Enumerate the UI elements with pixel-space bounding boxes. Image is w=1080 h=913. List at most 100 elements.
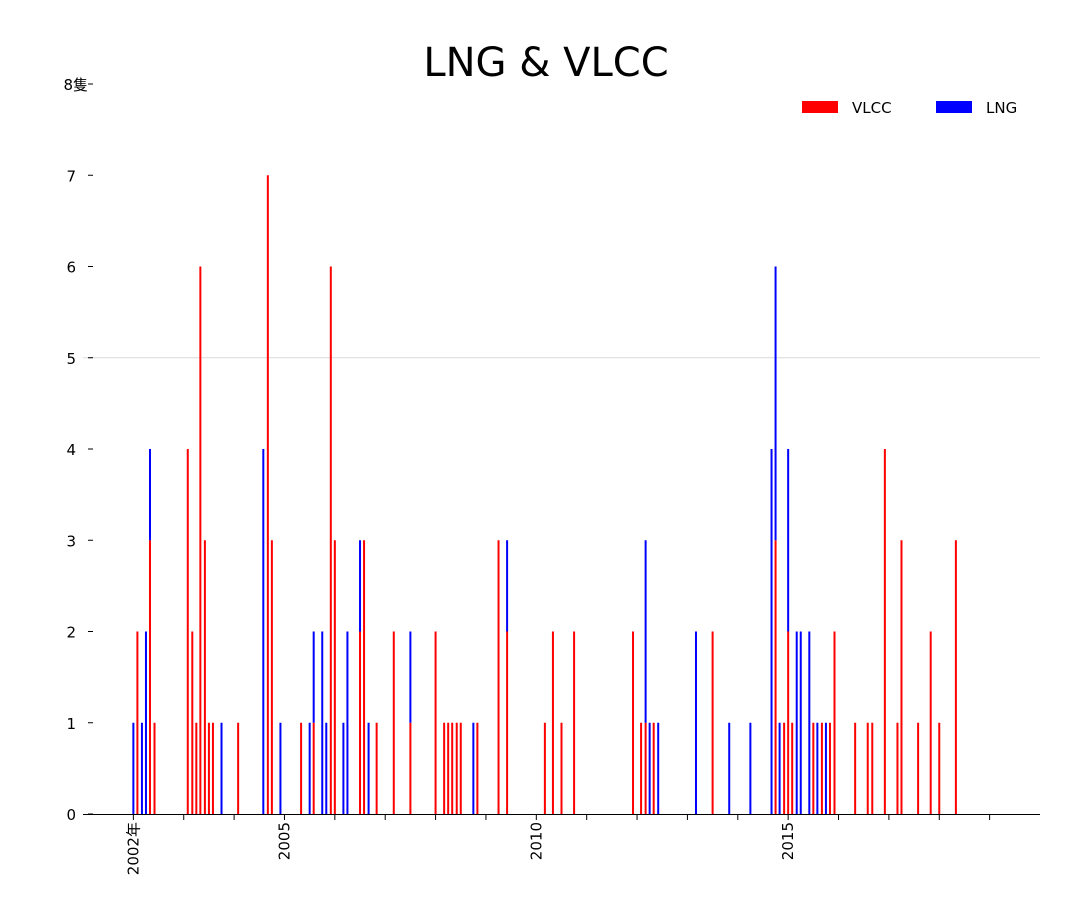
bar-vlcc-26	[455, 722, 458, 814]
bar-vlcc-39	[711, 631, 714, 814]
y-tick-label-7: 7	[66, 167, 76, 185]
bar-vlcc-43	[791, 722, 794, 814]
bar-lng-1	[140, 722, 143, 814]
bar-lng-0	[132, 722, 135, 814]
bar-vlcc-22	[434, 631, 437, 814]
bar-vlcc-8	[207, 722, 210, 814]
bar-lng-22	[728, 722, 731, 814]
bar-lng-2	[144, 631, 147, 814]
y-tick-label-5: 5	[66, 350, 76, 368]
bar-vlcc-38	[652, 722, 655, 814]
bar-lng-17	[506, 540, 509, 632]
bar-lng-6	[279, 722, 282, 814]
bar-vlcc-21	[409, 722, 412, 814]
bar-lng-20	[657, 722, 660, 814]
y-tick-label-4: 4	[66, 441, 76, 459]
bar-vlcc-28	[476, 722, 479, 814]
bar-vlcc-20	[392, 631, 395, 814]
bar-vlcc-56	[938, 722, 941, 814]
bar-lng-9	[321, 631, 324, 814]
bar-vlcc-6	[199, 266, 202, 814]
bar-vlcc-10	[237, 722, 240, 814]
x-tick-label-0: 2002年	[124, 822, 142, 875]
bar-lng-14	[367, 722, 370, 814]
bar-vlcc-42	[787, 631, 790, 814]
bar-vlcc-0	[136, 631, 139, 814]
bar-vlcc-45	[820, 722, 823, 814]
bar-vlcc-25	[451, 722, 454, 814]
bar-vlcc-23	[443, 722, 446, 814]
bar-lng-32	[824, 722, 827, 814]
bar-lng-18	[644, 540, 647, 723]
bar-lng-19	[648, 722, 651, 814]
bar-vlcc-24	[447, 722, 450, 814]
bar-vlcc-4	[191, 631, 194, 814]
legend-label-lng: LNG	[986, 99, 1017, 117]
axes: 0 1 2 3 4 5 6 7 2002年 2005 2010 2015	[66, 167, 1040, 875]
chart-title: LNG & VLCC	[423, 40, 668, 86]
bar-vlcc-50	[871, 722, 874, 814]
bar-vlcc-14	[312, 722, 315, 814]
bar-vlcc-15	[329, 266, 332, 814]
bar-lng-13	[359, 540, 362, 632]
bar-vlcc-55	[929, 631, 932, 814]
bar-vlcc-13	[300, 722, 303, 814]
bar-lng-3	[148, 449, 151, 541]
bar-vlcc-29	[497, 540, 500, 814]
bar-lng-30	[808, 631, 811, 814]
bar-vlcc-2	[153, 722, 156, 814]
bar-vlcc-18	[363, 540, 366, 814]
bar-vlcc-16	[333, 540, 336, 814]
bar-vlcc-41	[783, 722, 786, 814]
legend: VLCC LNG	[802, 99, 1017, 117]
bar-vlcc-33	[560, 722, 563, 814]
bar-lng-25	[774, 266, 777, 541]
bars	[132, 175, 957, 814]
bar-lng-10	[325, 722, 328, 814]
bar-vlcc-7	[203, 540, 206, 814]
bar-vlcc-51	[883, 449, 886, 814]
bar-vlcc-40	[774, 540, 777, 814]
x-tick-label-3: 2015	[779, 822, 797, 860]
bar-lng-24	[770, 449, 773, 814]
bar-vlcc-36	[640, 722, 643, 814]
bar-lng-7	[308, 722, 311, 814]
bar-lng-12	[346, 631, 349, 814]
bar-vlcc-30	[506, 631, 509, 814]
bar-lng-15	[409, 631, 412, 723]
bar-lng-16	[472, 722, 475, 814]
bar-vlcc-57	[954, 540, 957, 814]
bar-vlcc-32	[551, 631, 554, 814]
bar-lng-28	[795, 631, 798, 814]
x-tick-label-2: 2010	[527, 822, 545, 860]
bar-lng-26	[778, 722, 781, 814]
bar-vlcc-11	[266, 175, 269, 814]
bar-vlcc-1	[148, 540, 151, 814]
bar-lng-27	[787, 449, 790, 632]
bar-vlcc-12	[270, 540, 273, 814]
bar-vlcc-49	[866, 722, 869, 814]
bar-vlcc-46	[828, 722, 831, 814]
bar-vlcc-53	[900, 540, 903, 814]
bar-vlcc-48	[854, 722, 857, 814]
bar-vlcc-17	[359, 631, 362, 814]
bar-vlcc-31	[543, 722, 546, 814]
bar-lng-4	[220, 722, 223, 814]
bar-vlcc-47	[833, 631, 836, 814]
y-tick-label-6: 6	[66, 259, 76, 277]
bar-lng-29	[799, 631, 802, 814]
bar-vlcc-3	[186, 449, 189, 814]
bar-vlcc-54	[917, 722, 920, 814]
bar-vlcc-9	[211, 722, 214, 814]
bar-lng-31	[816, 722, 819, 814]
bar-lng-21	[694, 631, 697, 814]
legend-swatch-lng	[936, 101, 972, 113]
bar-lng-23	[749, 722, 752, 814]
y-axis-unit-label: 8隻	[63, 76, 88, 94]
x-tick-label-1: 2005	[275, 822, 293, 860]
bar-vlcc-44	[812, 722, 815, 814]
legend-swatch-vlcc	[802, 101, 838, 113]
bar-vlcc-52	[896, 722, 899, 814]
bar-vlcc-37	[644, 722, 647, 814]
